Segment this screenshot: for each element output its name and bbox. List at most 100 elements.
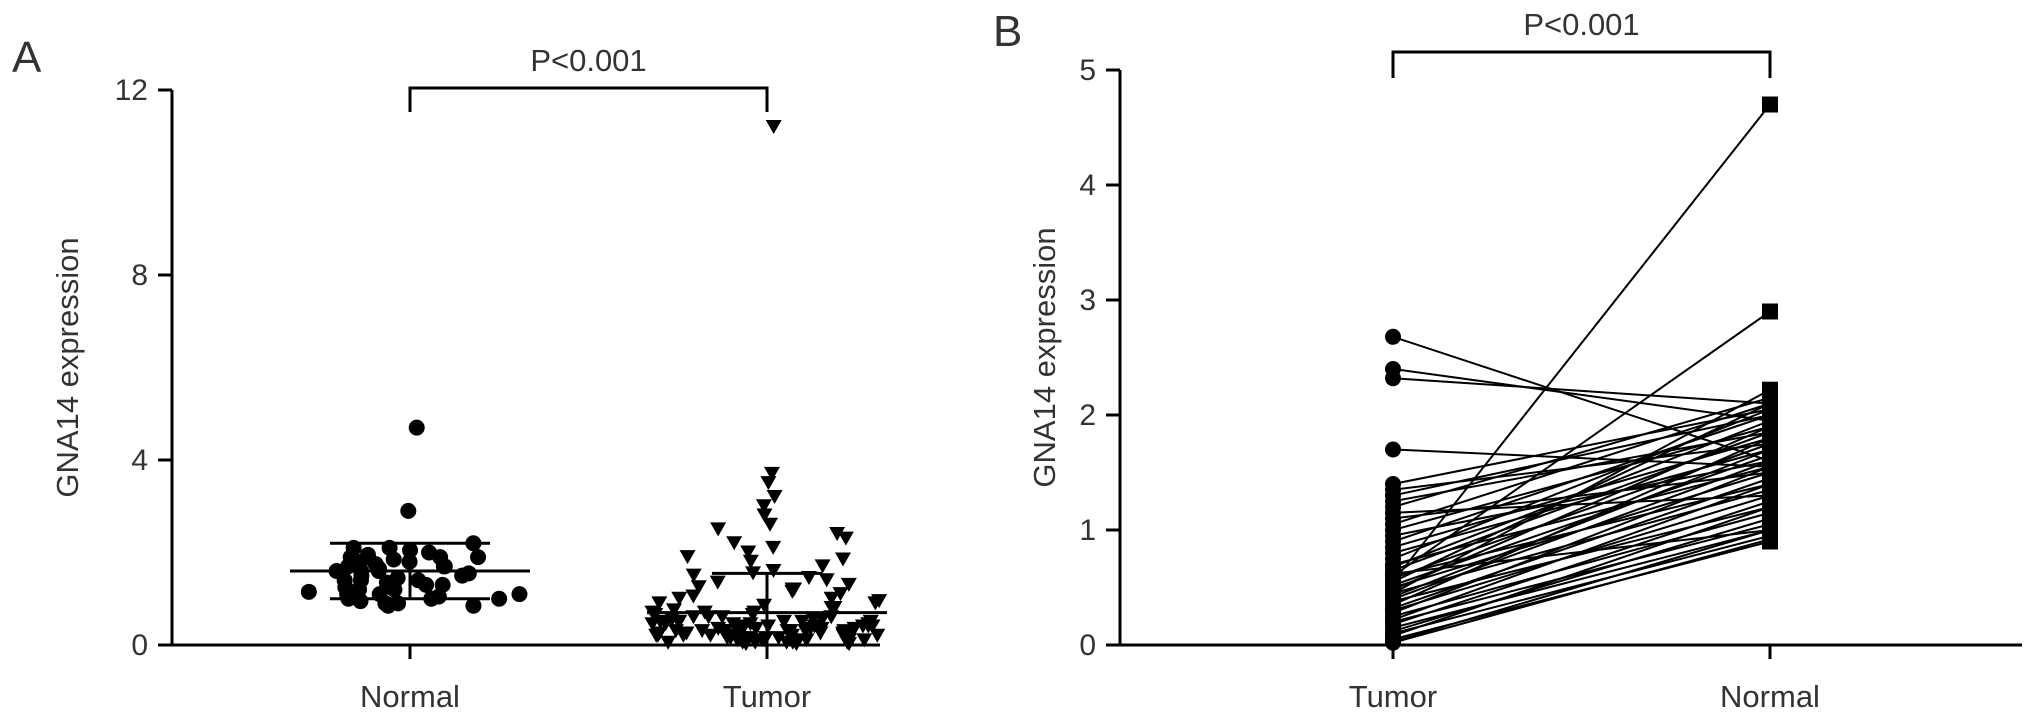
panel-a-tumor-point bbox=[651, 596, 668, 611]
panel-b-pair-line bbox=[1392, 335, 1771, 462]
panel-a-tumor-point bbox=[665, 603, 682, 618]
panel-a-tumor-point bbox=[742, 554, 759, 569]
panel-a-tumor-point bbox=[829, 527, 846, 541]
panel-b-y-tick-label: 2 bbox=[1079, 399, 1096, 432]
panel-a-tumor-point bbox=[835, 628, 852, 643]
panel-b-pair-line bbox=[1392, 506, 1771, 637]
panel-a-tumor-point bbox=[798, 633, 815, 648]
panel-b-tumor-point bbox=[1385, 634, 1401, 651]
panel-b-significance: P<0.001 bbox=[1391, 7, 1772, 78]
panel-a-tumor-point bbox=[739, 631, 756, 646]
panel-b-pair-line bbox=[1392, 511, 1771, 618]
panel-a-tumor-point bbox=[823, 591, 840, 606]
panel-a-tumor-point bbox=[760, 476, 777, 491]
panel-b-y-tick-label: 3 bbox=[1079, 284, 1096, 317]
panel-b-pair-line bbox=[1392, 523, 1771, 623]
panel-b-pair-line bbox=[1392, 368, 1771, 422]
panel-b-pair-line bbox=[1392, 103, 1771, 583]
panel-b-pair-line bbox=[1392, 500, 1771, 626]
panel-b-pair-line bbox=[1392, 396, 1771, 508]
panel-b-significance-bracket bbox=[1391, 50, 1772, 78]
panel-a-normal-point bbox=[408, 419, 425, 436]
panel-a-tumor-point bbox=[726, 536, 743, 551]
panel-b-pair-line bbox=[1392, 402, 1771, 583]
panel-a-normal-point bbox=[380, 597, 397, 614]
panel-a-tumor-point bbox=[765, 120, 782, 134]
panel-a-tumor-point bbox=[710, 522, 727, 537]
panel-b-pair-line bbox=[1392, 419, 1771, 568]
panel-a-tumor-point bbox=[818, 573, 835, 588]
panel-a-tumor-point bbox=[690, 580, 707, 595]
panel-a-tumor-point bbox=[860, 619, 877, 634]
panel-a-tumor-point bbox=[812, 626, 829, 641]
panel-b-pair-line bbox=[1392, 448, 1771, 468]
panel-b-pair-line bbox=[1392, 414, 1771, 497]
panel-b-normal-point bbox=[1762, 487, 1778, 504]
panel-b-pair-line bbox=[1392, 494, 1771, 514]
panel-a-normal-point bbox=[465, 597, 482, 614]
panel-a-tumor-point bbox=[765, 564, 782, 578]
panel-a-tumor-point bbox=[660, 635, 677, 650]
panel-a-tumor-point bbox=[748, 621, 765, 636]
panel-a-tumor-point bbox=[826, 601, 843, 615]
panel-a-tumor-point bbox=[797, 624, 814, 639]
panel-b-tumor-point bbox=[1385, 370, 1401, 387]
panel-a-normal-point bbox=[352, 593, 369, 610]
panel-a-tumor-point bbox=[657, 617, 674, 632]
panel-a-tumor-point bbox=[740, 545, 757, 560]
panel-a-significance-label: P<0.001 bbox=[530, 43, 646, 78]
panel-a-tumor-point bbox=[649, 628, 666, 643]
panel-a-tumor-point bbox=[784, 584, 801, 599]
panel-b-x-tick-label: Tumor bbox=[1349, 679, 1437, 714]
panel-b-pair-line bbox=[1392, 529, 1771, 643]
panel-a-tumor-point bbox=[794, 614, 811, 629]
panel-a-normal-point bbox=[418, 576, 435, 593]
panel-b-pair-line bbox=[1392, 448, 1771, 598]
panel-a-x-tick-label: Normal bbox=[360, 679, 460, 714]
panel-b-pair-line bbox=[1392, 388, 1771, 595]
panel-b-tumor-point bbox=[1385, 504, 1401, 521]
panel-a-normal-point bbox=[384, 576, 401, 593]
panel-b-pair-line bbox=[1392, 310, 1771, 577]
panel-b-axes: 0 1 2 3 4 5 Tumor Normal bbox=[1079, 54, 2022, 714]
panel-a-tumor-point bbox=[788, 633, 805, 648]
panel-b: B GNA14 expression 0 1 2 3 4 5 Tumor Normal P<0… bbox=[993, 7, 2022, 714]
panel-a-tumor-point bbox=[756, 508, 773, 523]
panel-b-tumor-point bbox=[1385, 328, 1401, 345]
panel-b-pair-line bbox=[1392, 408, 1771, 485]
panel-b-pair-line bbox=[1392, 465, 1771, 614]
panel-a-normal-point bbox=[511, 586, 528, 603]
panel-b-normal-point bbox=[1762, 381, 1778, 398]
panel-a-tumor-point bbox=[717, 624, 734, 639]
panel-a-tumor-point bbox=[840, 577, 857, 592]
panel-a-tumor-point bbox=[832, 587, 849, 602]
panel-b-pair-line bbox=[1392, 534, 1771, 635]
panel-b-pair-line bbox=[1392, 425, 1771, 591]
panel-a-tumor-point bbox=[856, 633, 873, 648]
panel-a-tumor-point bbox=[694, 624, 711, 639]
panel-a-tumor-point bbox=[814, 559, 831, 574]
panel-b-pair-line bbox=[1392, 414, 1771, 543]
panel-a-y-tick-label: 4 bbox=[131, 444, 148, 477]
panel-a-tumor-point bbox=[776, 614, 793, 629]
panel-a-tumor-point bbox=[763, 466, 780, 481]
panel-b-y-tick-label: 1 bbox=[1079, 514, 1096, 547]
panel-a-x-tick-label: Tumor bbox=[723, 679, 811, 714]
panel-b-tumor-point bbox=[1385, 441, 1401, 458]
panel-a-tumor-point bbox=[869, 628, 886, 643]
panel-a-tumor-point bbox=[770, 631, 787, 646]
panel-a-tumor-point bbox=[837, 531, 854, 546]
panel-b-tumor-point bbox=[1385, 585, 1401, 602]
panel-b-y-tick-label: 0 bbox=[1079, 629, 1096, 662]
panel-a-normal-point bbox=[300, 583, 317, 600]
panel-b-letter: B bbox=[993, 7, 1022, 56]
panel-b-pair-line bbox=[1392, 437, 1771, 606]
panel-b-tumor-point bbox=[1385, 565, 1401, 582]
panel-b-pair-line bbox=[1392, 538, 1771, 644]
panel-a-normal-point bbox=[385, 551, 402, 568]
panel-b-normal-point bbox=[1762, 458, 1778, 475]
panel-a-normal-point bbox=[336, 572, 353, 589]
panel-a-tumor-point bbox=[755, 499, 772, 514]
panel-a-normal-point bbox=[470, 549, 487, 566]
panel-a-letter: A bbox=[12, 33, 42, 82]
